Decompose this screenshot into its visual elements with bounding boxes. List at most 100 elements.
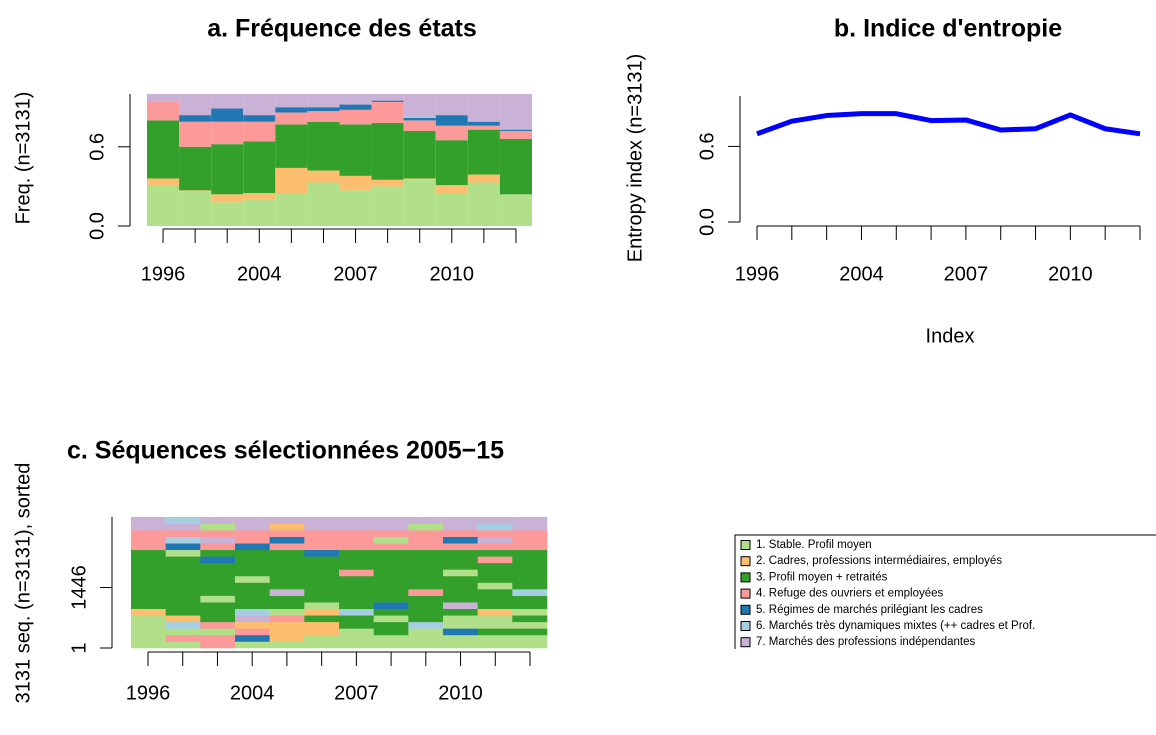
sequence-cell	[165, 595, 201, 603]
sequence-cell	[408, 634, 444, 642]
sequence-cell	[269, 543, 305, 551]
bar-segment	[307, 111, 340, 122]
sequence-cell	[443, 536, 478, 544]
sequence-cell	[235, 543, 270, 551]
sequence-cell	[304, 595, 340, 603]
legend-box	[734, 534, 1156, 649]
sequence-cell	[200, 582, 236, 590]
sequence-cell	[339, 628, 374, 636]
sequence-cell	[131, 549, 166, 557]
sequence-cell	[304, 556, 340, 564]
sequence-cell	[512, 530, 548, 537]
sequence-cell	[408, 628, 444, 636]
sequence-cell	[269, 530, 305, 537]
sequence-cell	[304, 536, 340, 544]
sequence-cell	[304, 562, 340, 570]
sequence-cell	[339, 562, 374, 570]
bar-segment	[339, 190, 372, 226]
sequence-cell	[165, 608, 201, 616]
sequence-cell	[477, 575, 513, 583]
sequence-cell	[477, 569, 513, 577]
bar-segment	[499, 138, 532, 195]
sequence-cell	[408, 556, 444, 564]
bar-segment	[403, 116, 436, 118]
sequence-cell	[477, 562, 513, 570]
sequence-cell	[165, 582, 201, 590]
sequence-cell	[339, 575, 374, 583]
sequence-cell	[408, 602, 444, 609]
sequence-cell	[269, 608, 305, 616]
bar-segment	[307, 107, 340, 112]
sequence-cell	[200, 517, 236, 524]
sequence-cell	[408, 523, 444, 531]
sequence-cell	[200, 628, 236, 636]
sequence-cell	[131, 589, 166, 596]
sequence-cell	[165, 536, 201, 544]
sequence-cell	[373, 562, 409, 570]
x-tick-label: 2007	[333, 263, 378, 285]
sequence-cell	[408, 517, 444, 524]
sequence-cell	[200, 621, 236, 629]
legend-label: 1. Stable. Profil moyen	[756, 539, 872, 551]
bar-segment	[499, 194, 532, 226]
sequence-cell	[235, 634, 270, 642]
bar-segment	[371, 100, 404, 102]
sequence-cell	[165, 569, 201, 577]
x-tick-label: 2010	[1048, 263, 1093, 285]
sequence-cell	[373, 589, 409, 596]
sequence-cell	[339, 582, 374, 590]
sequence-cell	[373, 582, 409, 590]
sequence-cell	[477, 530, 513, 537]
sequence-cell	[373, 523, 409, 531]
bar-segment	[211, 144, 244, 195]
sequence-cell	[339, 543, 374, 551]
legend-label: 7. Marchés des professions indépendantes	[756, 636, 976, 648]
sequence-cell	[443, 602, 478, 609]
legend-label: 2. Cadres, professions intermédiaires, e…	[756, 555, 1002, 567]
bar-segment	[179, 190, 212, 192]
sequence-cell	[373, 621, 409, 629]
sequence-cell	[512, 621, 548, 629]
sequence-cell	[512, 628, 548, 636]
sequence-cell	[512, 615, 548, 623]
sequence-cell	[304, 523, 340, 531]
sequence-cell	[304, 608, 340, 616]
sequence-cell	[235, 549, 270, 557]
sequence-cell	[131, 556, 166, 564]
sequence-cell	[304, 615, 340, 623]
sequence-cell	[165, 523, 201, 531]
sequence-cell	[408, 562, 444, 570]
sequence-cell	[443, 549, 478, 557]
sequence-cell	[304, 517, 340, 524]
bar-segment	[371, 94, 404, 101]
sequence-cell	[165, 543, 201, 551]
bar-segment	[499, 130, 532, 139]
sequence-cell	[339, 595, 374, 603]
sequence-cell	[200, 615, 236, 623]
legend-label: 3. Profil moyen + retraités	[756, 571, 888, 583]
sequence-cell	[131, 628, 166, 636]
x-axis-label: Index	[926, 325, 975, 347]
sequence-cell	[443, 582, 478, 590]
legend-swatch	[740, 604, 751, 615]
sequence-cell	[269, 589, 305, 596]
sequence-cell	[408, 608, 444, 616]
sequence-cell	[477, 634, 513, 642]
sequence-cell	[131, 562, 166, 570]
bar-segment	[467, 174, 500, 183]
sequence-cell	[200, 634, 236, 642]
sequence-cell	[200, 523, 236, 531]
sequence-cell	[477, 615, 513, 623]
sequence-cell	[304, 530, 340, 537]
sequence-cell	[235, 530, 270, 537]
sequence-cell	[512, 556, 548, 564]
sequence-cell	[131, 523, 166, 531]
sequence-cell	[339, 608, 374, 616]
bar-segment	[339, 94, 372, 105]
sequence-cell	[165, 562, 201, 570]
sequence-cell	[131, 641, 166, 649]
chart-title: b. Indice d'entropie	[834, 15, 1062, 43]
sequence-cell	[200, 575, 236, 583]
x-tick-label: 1996	[126, 682, 171, 704]
